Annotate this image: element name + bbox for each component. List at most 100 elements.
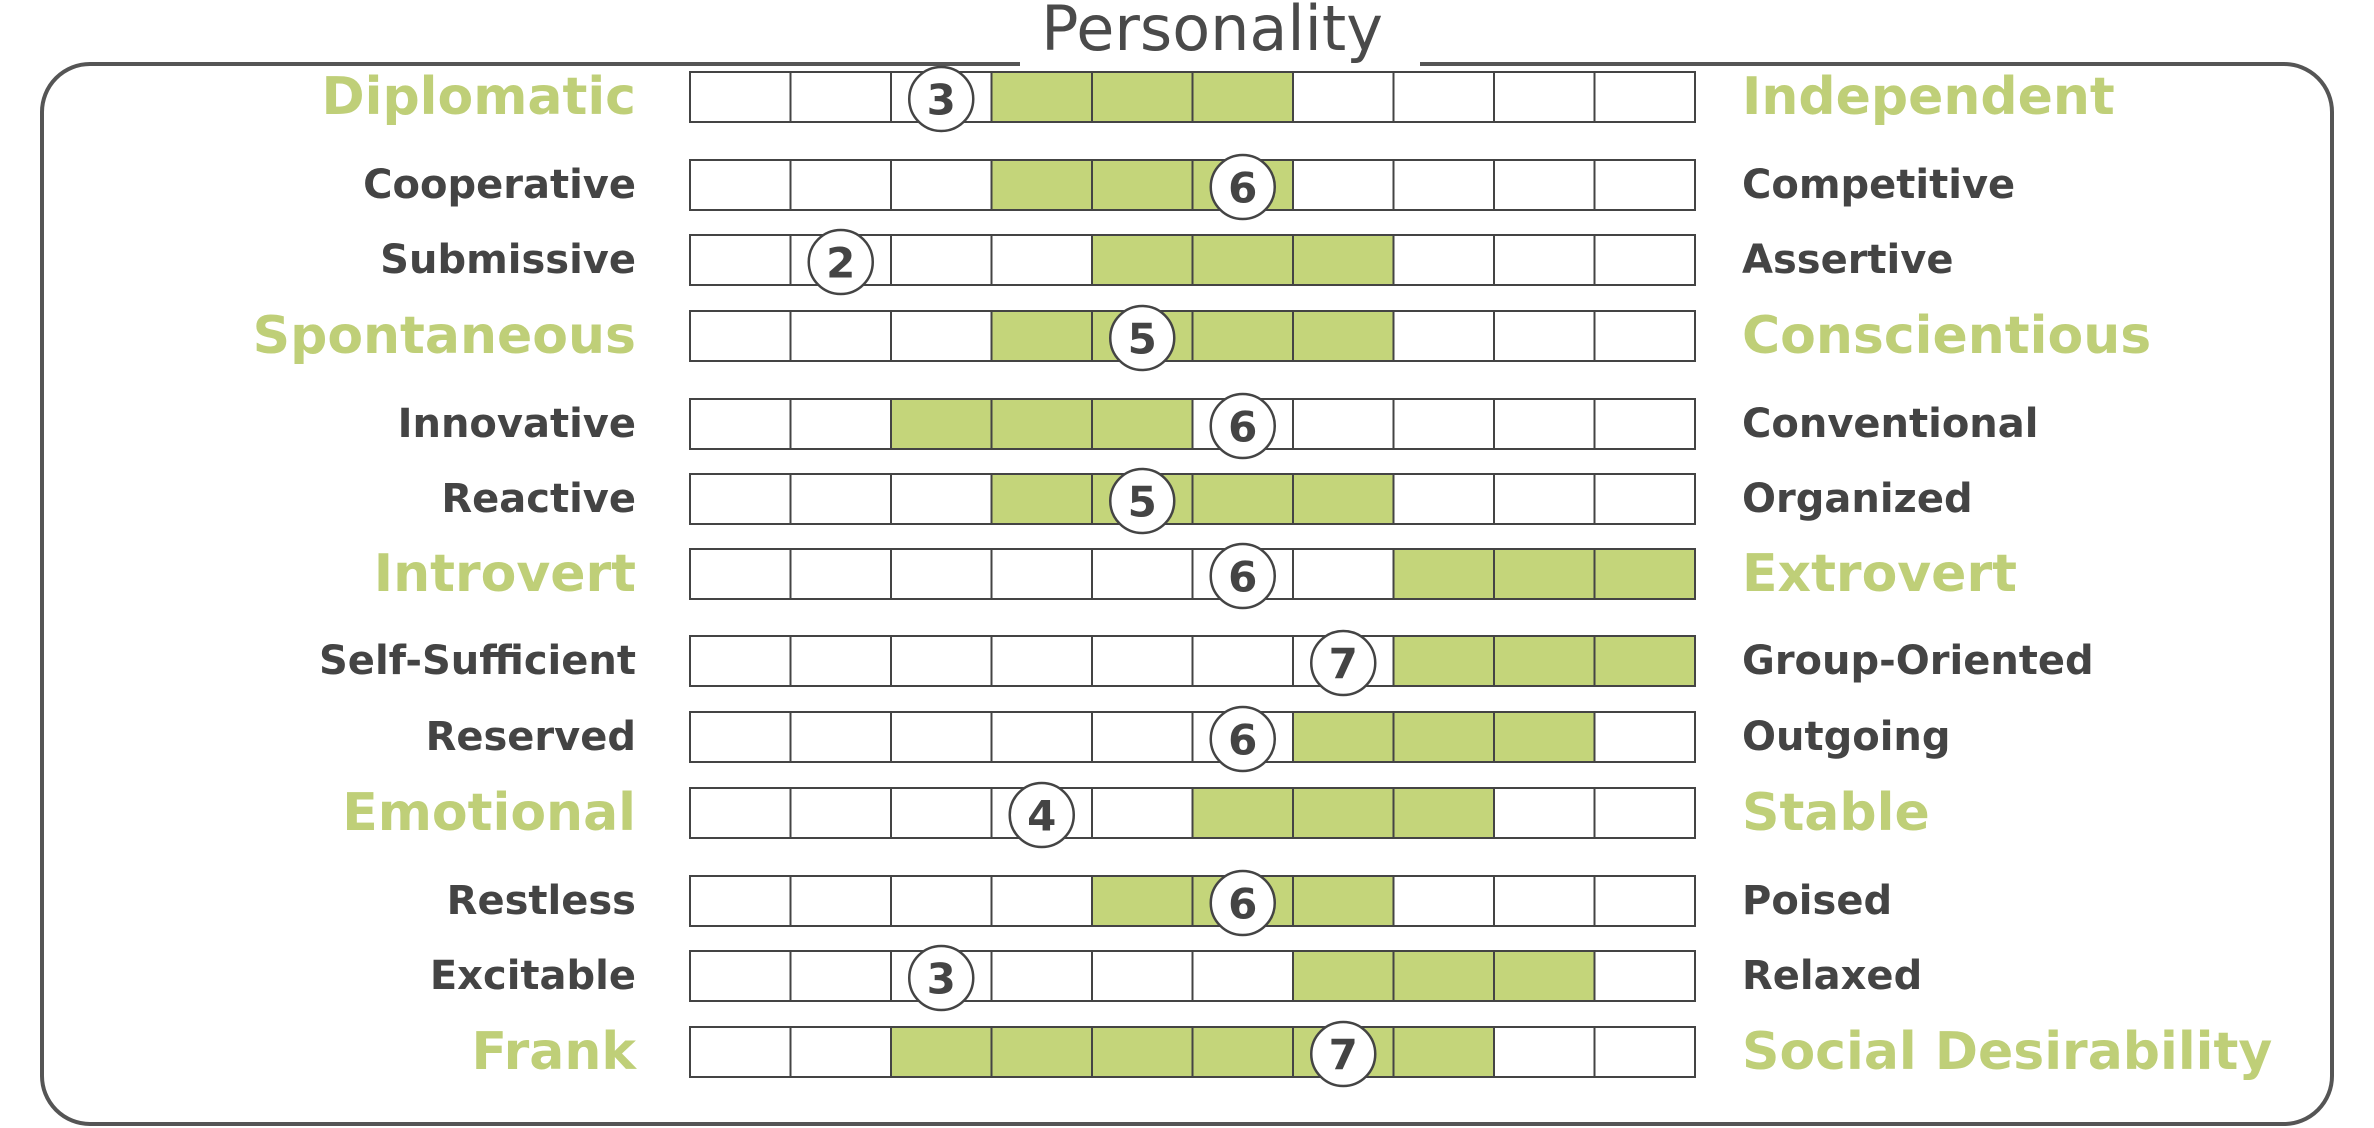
scale-rows: Diplomatic 3 Independent Cooperative 6 Compet… bbox=[253, 65, 2272, 1088]
row-right-label: Conscientious bbox=[1742, 306, 2151, 366]
score-label: 5 bbox=[1128, 478, 1157, 527]
scale-cell bbox=[1593, 310, 1696, 362]
scale-row: Self-Sufficient 7 Group-Oriented bbox=[319, 629, 2094, 697]
scale-row: Cooperative 6 Competitive bbox=[363, 153, 2015, 221]
row-left-label: Submissive bbox=[380, 237, 636, 283]
scale-cell bbox=[1493, 71, 1596, 123]
scale-cell bbox=[1191, 635, 1294, 687]
scale-cell bbox=[890, 473, 993, 525]
row-right-label: Group-Oriented bbox=[1742, 638, 2094, 684]
highlight-cell bbox=[1091, 234, 1194, 286]
scale-row: Spontaneous 5 Conscientious bbox=[253, 304, 2151, 372]
scale-cell bbox=[1593, 234, 1696, 286]
highlight-cell bbox=[1493, 711, 1596, 763]
scale-cell bbox=[1493, 875, 1596, 927]
highlight-cell bbox=[1593, 548, 1696, 600]
highlight-cell bbox=[990, 473, 1093, 525]
highlight-cell bbox=[990, 310, 1093, 362]
score-label: 7 bbox=[1329, 640, 1358, 689]
scale-cell bbox=[890, 548, 993, 600]
row-right-label: Conventional bbox=[1742, 401, 2038, 447]
scale-cell bbox=[1593, 398, 1696, 450]
scale-cell bbox=[1091, 950, 1194, 1002]
row-left-label: Reserved bbox=[426, 714, 636, 760]
row-right-label: Relaxed bbox=[1742, 953, 1922, 999]
highlight-cell bbox=[1392, 548, 1495, 600]
scale-cell bbox=[689, 635, 792, 687]
scale-cell bbox=[689, 711, 792, 763]
score-marker bbox=[1209, 869, 1276, 937]
scale-cell bbox=[789, 875, 892, 927]
highlight-cell bbox=[1091, 1026, 1194, 1078]
highlight-cell bbox=[990, 398, 1093, 450]
row-right-label: Poised bbox=[1742, 878, 1892, 924]
scale-cell bbox=[1392, 875, 1495, 927]
row-left-label: Introvert bbox=[374, 544, 636, 604]
score-label: 6 bbox=[1228, 553, 1257, 602]
scale-cell bbox=[689, 1026, 792, 1078]
chart-title: Personality bbox=[1041, 0, 1383, 65]
scale-cell bbox=[689, 310, 792, 362]
scale-cell bbox=[689, 473, 792, 525]
scale-cell bbox=[890, 310, 993, 362]
highlight-cell bbox=[1392, 787, 1495, 839]
row-left-label: Restless bbox=[447, 878, 636, 924]
scale-row: Frank 7 Social Desirability bbox=[471, 1020, 2272, 1088]
scale-cell bbox=[789, 635, 892, 687]
scale-cell bbox=[890, 635, 993, 687]
scale-cell bbox=[1593, 1026, 1696, 1078]
highlight-cell bbox=[1292, 711, 1395, 763]
row-left-label: Reactive bbox=[441, 476, 636, 522]
scale-cell bbox=[1593, 159, 1696, 211]
score-label: 5 bbox=[1128, 315, 1157, 364]
scale-cell bbox=[689, 548, 792, 600]
scale-cell bbox=[789, 548, 892, 600]
row-left-label: Innovative bbox=[398, 401, 636, 447]
scale-cell bbox=[1392, 473, 1495, 525]
scale-cell bbox=[1593, 473, 1696, 525]
scale-cell bbox=[1392, 310, 1495, 362]
highlight-cell bbox=[1493, 635, 1596, 687]
scale-cell bbox=[1091, 787, 1194, 839]
scale-cell bbox=[789, 950, 892, 1002]
highlight-cell bbox=[1493, 950, 1596, 1002]
highlight-cell bbox=[1292, 234, 1395, 286]
row-right-label: Extrovert bbox=[1742, 544, 2017, 604]
scale-cell bbox=[1593, 711, 1696, 763]
score-marker bbox=[807, 228, 874, 296]
score-marker bbox=[1310, 1020, 1377, 1088]
scale-row: Excitable 3 Relaxed bbox=[430, 944, 1922, 1012]
scale-cell bbox=[1392, 398, 1495, 450]
scale-cell bbox=[990, 875, 1093, 927]
row-left-label: Self-Sufficient bbox=[319, 638, 636, 684]
scale-cell bbox=[689, 71, 792, 123]
scale-cell bbox=[689, 787, 792, 839]
score-marker bbox=[1209, 705, 1276, 773]
highlight-cell bbox=[1292, 473, 1395, 525]
highlight-cell bbox=[1091, 159, 1194, 211]
highlight-cell bbox=[1191, 234, 1294, 286]
score-label: 7 bbox=[1329, 1031, 1358, 1080]
scale-cell bbox=[789, 398, 892, 450]
scale-cell bbox=[890, 234, 993, 286]
score-label: 6 bbox=[1228, 164, 1257, 213]
scale-cell bbox=[1493, 234, 1596, 286]
scale-cell bbox=[789, 159, 892, 211]
score-label: 6 bbox=[1228, 716, 1257, 765]
scale-cell bbox=[1091, 548, 1194, 600]
highlight-cell bbox=[1493, 548, 1596, 600]
scale-cell bbox=[990, 234, 1093, 286]
score-label: 6 bbox=[1228, 880, 1257, 929]
scale-cell bbox=[1593, 875, 1696, 927]
scale-cell bbox=[1493, 310, 1596, 362]
highlight-cell bbox=[1191, 1026, 1294, 1078]
row-right-label: Independent bbox=[1742, 67, 2115, 127]
scale-cell bbox=[1593, 787, 1696, 839]
highlight-cell bbox=[1191, 71, 1294, 123]
scale-cell bbox=[1593, 950, 1696, 1002]
scale-cell bbox=[990, 635, 1093, 687]
row-right-label: Assertive bbox=[1742, 237, 1953, 283]
highlight-cell bbox=[1091, 875, 1194, 927]
row-right-label: Competitive bbox=[1742, 162, 2015, 208]
row-left-label: Emotional bbox=[342, 783, 636, 843]
